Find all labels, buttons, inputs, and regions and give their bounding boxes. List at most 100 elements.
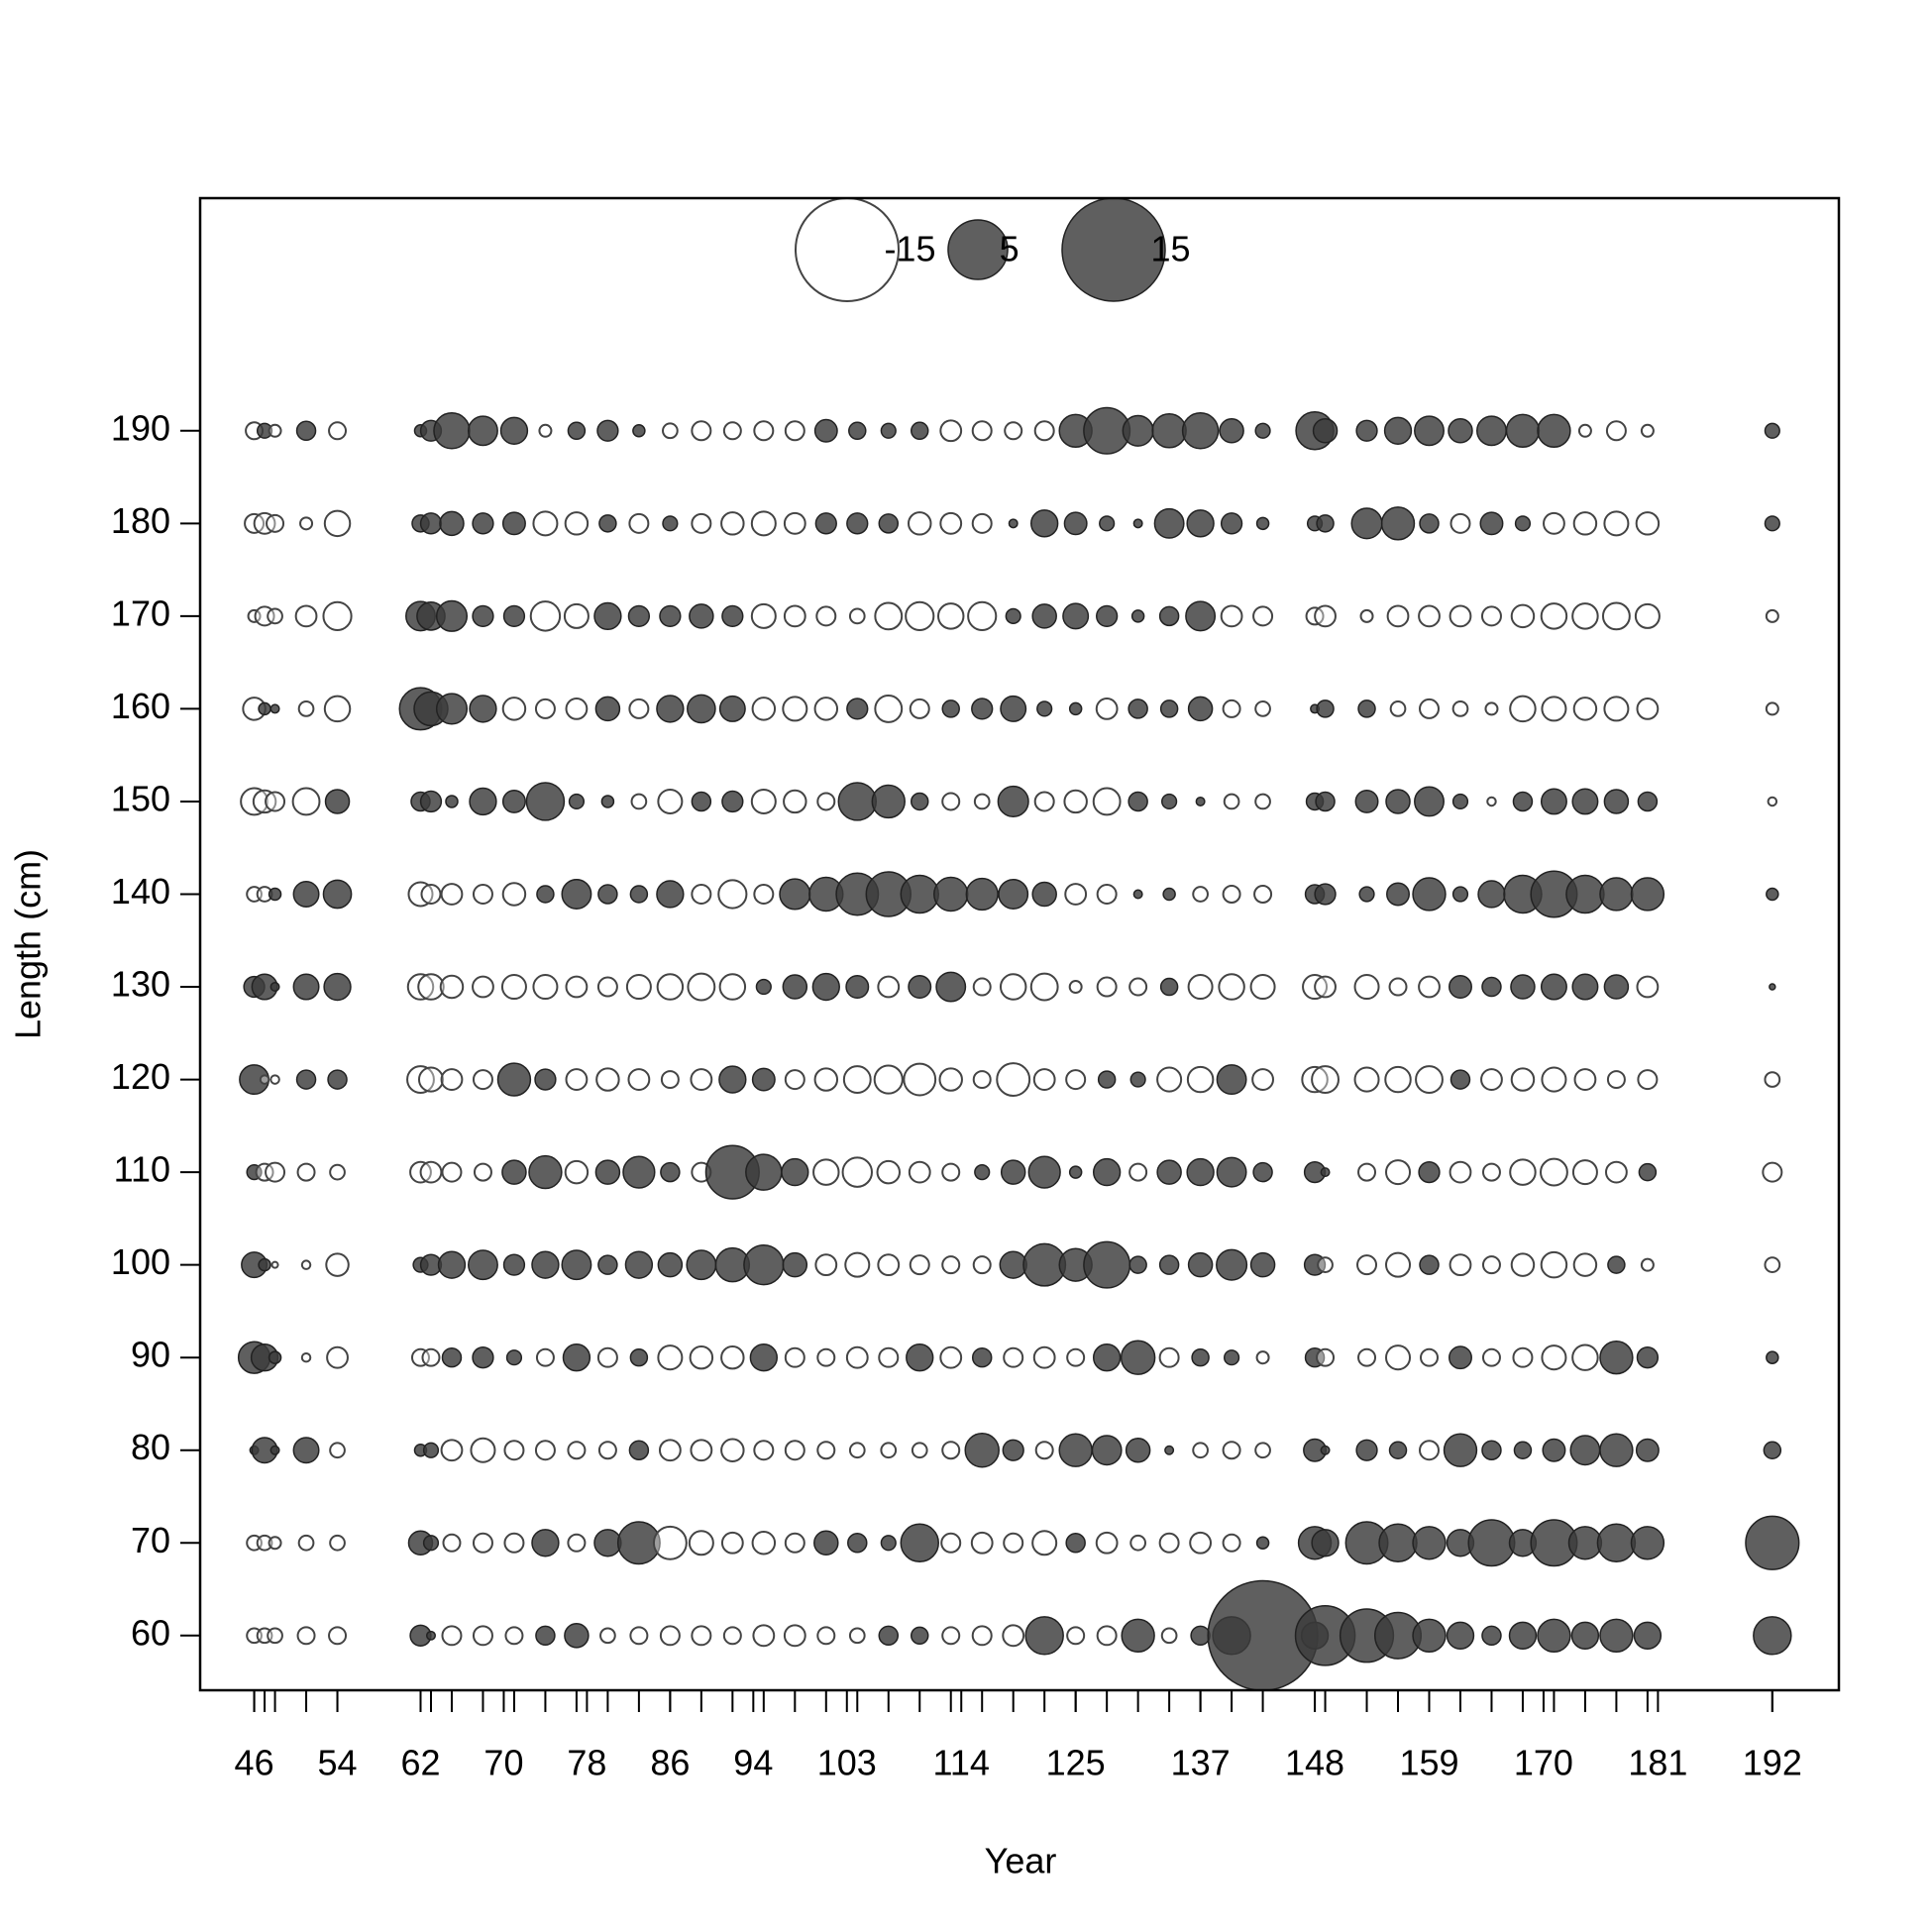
bubble bbox=[1419, 698, 1440, 719]
bubble bbox=[594, 1159, 621, 1185]
bubble bbox=[266, 513, 285, 533]
bubble bbox=[500, 974, 527, 1001]
bubble bbox=[1386, 604, 1410, 628]
bubble bbox=[300, 1351, 312, 1363]
bubble bbox=[625, 974, 652, 1001]
bubble bbox=[1161, 793, 1178, 810]
bubble bbox=[258, 701, 271, 716]
bubble bbox=[1120, 1340, 1156, 1375]
bubble bbox=[472, 975, 494, 999]
bubble bbox=[880, 1535, 897, 1552]
bubble bbox=[468, 1249, 498, 1281]
bubble bbox=[846, 698, 869, 720]
bubble bbox=[297, 1534, 315, 1552]
bubble bbox=[1216, 1248, 1248, 1281]
bubble bbox=[597, 1441, 617, 1460]
x-tick-label: 86 bbox=[650, 1743, 690, 1783]
bubble bbox=[1573, 1068, 1597, 1091]
bubble bbox=[1386, 882, 1410, 907]
bubble bbox=[1316, 514, 1335, 533]
bubble bbox=[721, 790, 744, 813]
bubble bbox=[473, 1162, 492, 1182]
bubble bbox=[501, 1159, 527, 1185]
bubble bbox=[268, 1350, 282, 1364]
bubble bbox=[964, 1432, 1000, 1468]
bubble bbox=[657, 1344, 684, 1371]
bubble bbox=[1481, 1625, 1502, 1647]
bubble bbox=[1389, 700, 1407, 717]
bubble bbox=[501, 697, 527, 721]
bubble bbox=[847, 1533, 868, 1554]
bubble bbox=[324, 789, 351, 814]
bubble bbox=[628, 698, 650, 719]
bubble bbox=[433, 412, 471, 450]
bubble bbox=[658, 1439, 682, 1462]
bubble bbox=[295, 420, 317, 442]
bubble bbox=[816, 1347, 836, 1367]
bubble bbox=[816, 792, 836, 811]
bubble bbox=[753, 1440, 775, 1461]
bubble bbox=[1096, 1625, 1118, 1647]
bubble bbox=[1481, 1255, 1501, 1275]
bubble bbox=[967, 600, 998, 631]
bubble bbox=[531, 1529, 560, 1557]
bubble bbox=[1640, 1257, 1655, 1272]
bubble bbox=[900, 874, 939, 914]
bubble bbox=[1449, 512, 1471, 534]
bubble bbox=[688, 1530, 714, 1556]
bubble bbox=[561, 1249, 592, 1281]
bubble bbox=[629, 1347, 649, 1367]
bubble bbox=[600, 795, 615, 808]
bubble bbox=[1002, 1439, 1024, 1461]
bubble bbox=[1357, 1162, 1377, 1182]
bubble bbox=[814, 512, 837, 535]
bubble bbox=[562, 1343, 591, 1372]
bubble bbox=[784, 1440, 805, 1461]
y-tick-label: 110 bbox=[114, 1149, 170, 1190]
legend-bubble bbox=[1061, 197, 1166, 302]
x-tick-label: 170 bbox=[1514, 1743, 1573, 1783]
bubble bbox=[908, 975, 932, 1000]
bubble bbox=[1096, 976, 1118, 998]
bubble bbox=[322, 600, 353, 631]
bubble bbox=[691, 512, 712, 534]
bubble bbox=[1449, 975, 1472, 1000]
bubble bbox=[501, 789, 526, 813]
bubble bbox=[1156, 1066, 1183, 1093]
bubble bbox=[323, 509, 352, 538]
bubble bbox=[567, 1441, 587, 1460]
bubble bbox=[1571, 788, 1599, 815]
bubble bbox=[1005, 607, 1021, 624]
bubble bbox=[1223, 793, 1240, 810]
bubble bbox=[1543, 511, 1565, 535]
bubble bbox=[997, 785, 1029, 818]
bubble bbox=[1132, 518, 1143, 529]
bubble bbox=[1480, 605, 1502, 627]
bubble bbox=[1121, 1618, 1155, 1654]
bubble bbox=[1185, 600, 1217, 632]
x-tick-label: 192 bbox=[1743, 1743, 1802, 1783]
y-tick-label: 80 bbox=[131, 1427, 170, 1467]
bubble bbox=[1099, 515, 1116, 532]
bubble bbox=[1129, 1534, 1146, 1552]
bubble bbox=[567, 1533, 587, 1553]
bubble bbox=[1091, 1435, 1123, 1466]
bubble bbox=[1132, 889, 1143, 900]
bubble bbox=[718, 1065, 747, 1094]
bubble bbox=[1218, 973, 1245, 1001]
bubble bbox=[292, 973, 320, 1001]
bubble bbox=[564, 1623, 590, 1649]
bubble bbox=[1353, 1066, 1380, 1093]
bubble bbox=[1066, 1626, 1086, 1646]
bubble bbox=[1311, 1065, 1340, 1094]
bubble bbox=[1638, 1162, 1658, 1182]
bubble bbox=[596, 419, 619, 442]
bubble bbox=[472, 1625, 493, 1647]
bubble bbox=[1505, 413, 1541, 448]
bubble bbox=[939, 511, 963, 535]
bubble bbox=[267, 607, 283, 625]
bubble bbox=[877, 975, 901, 999]
bubble bbox=[1320, 1167, 1331, 1178]
bubble bbox=[1312, 418, 1339, 444]
bubble bbox=[1252, 1161, 1273, 1183]
